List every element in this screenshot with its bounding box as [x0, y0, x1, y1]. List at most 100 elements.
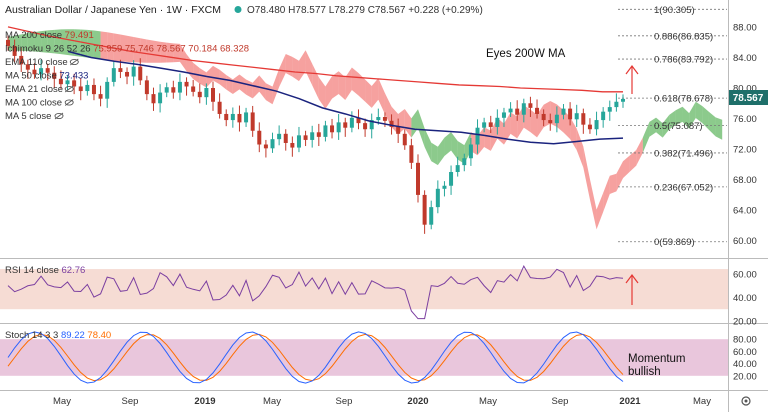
candle-body[interactable]	[402, 133, 407, 146]
candle-body[interactable]	[45, 68, 50, 73]
candle-body[interactable]	[336, 122, 341, 133]
candle-body[interactable]	[144, 80, 149, 95]
candle-body[interactable]	[171, 87, 176, 93]
candle-body[interactable]	[488, 122, 493, 127]
hidden-eye-icon[interactable]	[64, 99, 74, 106]
candle-body[interactable]	[508, 108, 513, 113]
candle-body[interactable]	[363, 123, 368, 130]
candle-body[interactable]	[105, 81, 110, 99]
candle-body[interactable]	[257, 130, 262, 145]
candle-body[interactable]	[429, 207, 434, 225]
rsi-line[interactable]	[7, 264, 624, 320]
candle-body[interactable]	[138, 66, 143, 81]
candle-body[interactable]	[283, 133, 288, 143]
candle-body[interactable]	[32, 69, 37, 75]
candle-body[interactable]	[164, 87, 169, 93]
candle-body[interactable]	[468, 144, 473, 159]
candle-body[interactable]	[521, 103, 526, 115]
candle-body[interactable]	[369, 120, 374, 130]
candle-body[interactable]	[568, 108, 573, 120]
candle-body[interactable]	[158, 92, 163, 104]
candle-body[interactable]	[191, 86, 196, 92]
candle-body[interactable]	[389, 120, 394, 127]
candle-body[interactable]	[455, 165, 460, 172]
candle-body[interactable]	[211, 88, 215, 102]
candle-body[interactable]	[310, 132, 315, 140]
candle-body[interactable]	[554, 114, 559, 124]
candle-body[interactable]	[581, 113, 586, 125]
candle-body[interactable]	[587, 124, 592, 130]
candle-body[interactable]	[435, 188, 440, 208]
candle-body[interactable]	[462, 158, 467, 166]
candle-body[interactable]	[330, 125, 335, 133]
candle-body[interactable]	[621, 98, 625, 102]
candle-body[interactable]	[316, 132, 321, 137]
candle-body[interactable]	[197, 91, 202, 98]
candle-body[interactable]	[475, 127, 480, 145]
candle-body[interactable]	[65, 80, 70, 85]
candle-body[interactable]	[422, 194, 427, 225]
ma50-line[interactable]	[67, 50, 624, 145]
candle-body[interactable]	[230, 113, 235, 121]
candle-body[interactable]	[501, 112, 506, 118]
ma200-line[interactable]	[7, 26, 623, 93]
candle-body[interactable]	[356, 117, 361, 124]
candle-body[interactable]	[250, 112, 255, 131]
candle-body[interactable]	[561, 108, 566, 115]
hidden-eye-icon[interactable]	[69, 58, 79, 66]
candle-body[interactable]	[125, 71, 130, 77]
candle-body[interactable]	[607, 107, 612, 112]
candle-body[interactable]	[601, 111, 606, 121]
candle-body[interactable]	[449, 172, 454, 186]
candle-body[interactable]	[204, 88, 209, 98]
candle-body[interactable]	[118, 68, 123, 72]
candle-body[interactable]	[91, 84, 96, 95]
candle-body[interactable]	[528, 103, 533, 108]
candle-body[interactable]	[25, 64, 30, 70]
candle-body[interactable]	[263, 144, 268, 149]
candle-body[interactable]	[270, 139, 275, 149]
candle-body[interactable]	[177, 81, 182, 93]
candle-body[interactable]	[442, 185, 447, 189]
candle-body[interactable]	[409, 145, 414, 163]
candle-body[interactable]	[343, 122, 348, 128]
candle-body[interactable]	[85, 84, 90, 92]
candle-body[interactable]	[78, 86, 83, 92]
candle-body[interactable]	[548, 120, 553, 124]
candle-body[interactable]	[237, 113, 242, 123]
candle-body[interactable]	[574, 113, 579, 120]
candle-body[interactable]	[303, 135, 308, 140]
candle-body[interactable]	[323, 125, 328, 137]
candle-body[interactable]	[39, 68, 44, 75]
candle-body[interactable]	[541, 113, 546, 121]
candle-body[interactable]	[396, 126, 401, 134]
stoch-d-line[interactable]	[7, 333, 624, 382]
candle-body[interactable]	[382, 117, 387, 121]
candle-body[interactable]	[482, 122, 487, 128]
hidden-eye-icon[interactable]	[54, 112, 64, 120]
candle-body[interactable]	[349, 117, 354, 128]
stoch-k-line[interactable]	[7, 331, 624, 384]
candle-body[interactable]	[12, 46, 17, 56]
candle-body[interactable]	[19, 55, 24, 65]
candle-body[interactable]	[6, 39, 10, 46]
candle-body[interactable]	[515, 108, 520, 115]
candle-body[interactable]	[376, 117, 381, 121]
settings-gear-icon[interactable]	[741, 396, 751, 406]
candle-body[interactable]	[416, 162, 420, 195]
candle-body[interactable]	[594, 120, 599, 130]
candle-body[interactable]	[184, 81, 189, 87]
candle-body[interactable]	[217, 101, 222, 114]
hidden-eye-icon[interactable]	[64, 85, 74, 93]
candle-body[interactable]	[72, 80, 77, 87]
candle-body[interactable]	[277, 133, 282, 140]
candle-body[interactable]	[290, 142, 295, 148]
symbol-title[interactable]: Australian Dollar / Japanese Yen · 1W · …	[5, 4, 221, 16]
candle-body[interactable]	[296, 135, 301, 148]
candle-body[interactable]	[224, 113, 229, 121]
candle-body[interactable]	[614, 101, 619, 108]
candle-body[interactable]	[244, 112, 249, 123]
candle-body[interactable]	[151, 94, 156, 104]
candle-body[interactable]	[98, 94, 103, 99]
